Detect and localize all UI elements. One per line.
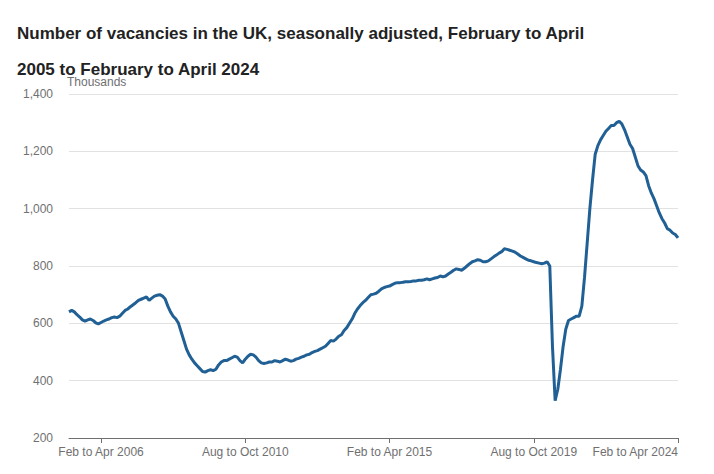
svg-text:400: 400: [33, 374, 53, 388]
svg-text:Number of vacancies in the UK,: Number of vacancies in the UK, seasonall…: [17, 24, 584, 43]
svg-text:Feb to Apr 2006: Feb to Apr 2006: [58, 445, 144, 459]
svg-text:600: 600: [33, 316, 53, 330]
svg-text:2005 to February to April 2024: 2005 to February to April 2024: [17, 60, 260, 79]
svg-text:1,200: 1,200: [23, 144, 53, 158]
svg-text:Aug to Oct 2019: Aug to Oct 2019: [490, 445, 577, 459]
svg-text:800: 800: [33, 259, 53, 273]
svg-text:1,000: 1,000: [23, 202, 53, 216]
svg-text:Aug to Oct 2010: Aug to Oct 2010: [202, 445, 289, 459]
svg-text:Feb to Apr 2024: Feb to Apr 2024: [593, 445, 679, 459]
svg-text:Feb to Apr 2015: Feb to Apr 2015: [347, 445, 433, 459]
svg-text:Thousands: Thousands: [67, 75, 127, 89]
svg-text:200: 200: [33, 431, 53, 445]
svg-text:1,400: 1,400: [23, 87, 53, 101]
